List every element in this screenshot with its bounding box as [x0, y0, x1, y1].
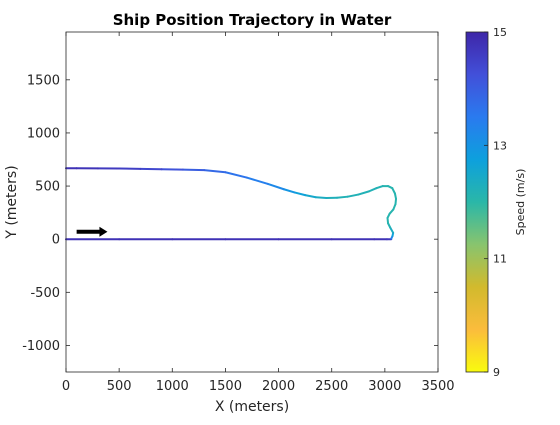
colorbar-tick-label: 9 [493, 366, 500, 379]
colorbar-gradient [466, 32, 488, 372]
y-tick-label: 0 [52, 233, 60, 248]
trajectory-segment [183, 170, 204, 171]
x-axis-label: X (meters) [215, 399, 289, 415]
x-tick-label: 1000 [156, 379, 189, 394]
trajectory-segment [337, 197, 348, 198]
x-tick-label: 3000 [368, 379, 401, 394]
y-axis-label: Y (meters) [4, 165, 20, 239]
x-tick-label: 2500 [315, 379, 348, 394]
y-tick-label: 1500 [27, 73, 60, 88]
colorbar-tick-label: 15 [493, 26, 507, 39]
chart-title: Ship Position Trajectory in Water [113, 11, 392, 29]
y-tick-label: -1000 [22, 339, 60, 354]
y-tick-label: -500 [30, 286, 60, 301]
trajectory-segment [316, 197, 327, 198]
colorbar-tick-label: 13 [493, 139, 507, 152]
y-tick-label: 500 [35, 180, 60, 195]
x-tick-label: 3500 [421, 379, 454, 394]
x-tick-label: 0 [62, 379, 70, 394]
colorbar-label: Speed (m/s) [514, 169, 527, 236]
x-tick-label: 500 [107, 379, 132, 394]
y-tick-label: 1000 [27, 126, 60, 141]
x-tick-label: 2000 [262, 379, 295, 394]
colorbar-tick-label: 11 [493, 253, 507, 266]
x-tick-label: 1500 [209, 379, 242, 394]
